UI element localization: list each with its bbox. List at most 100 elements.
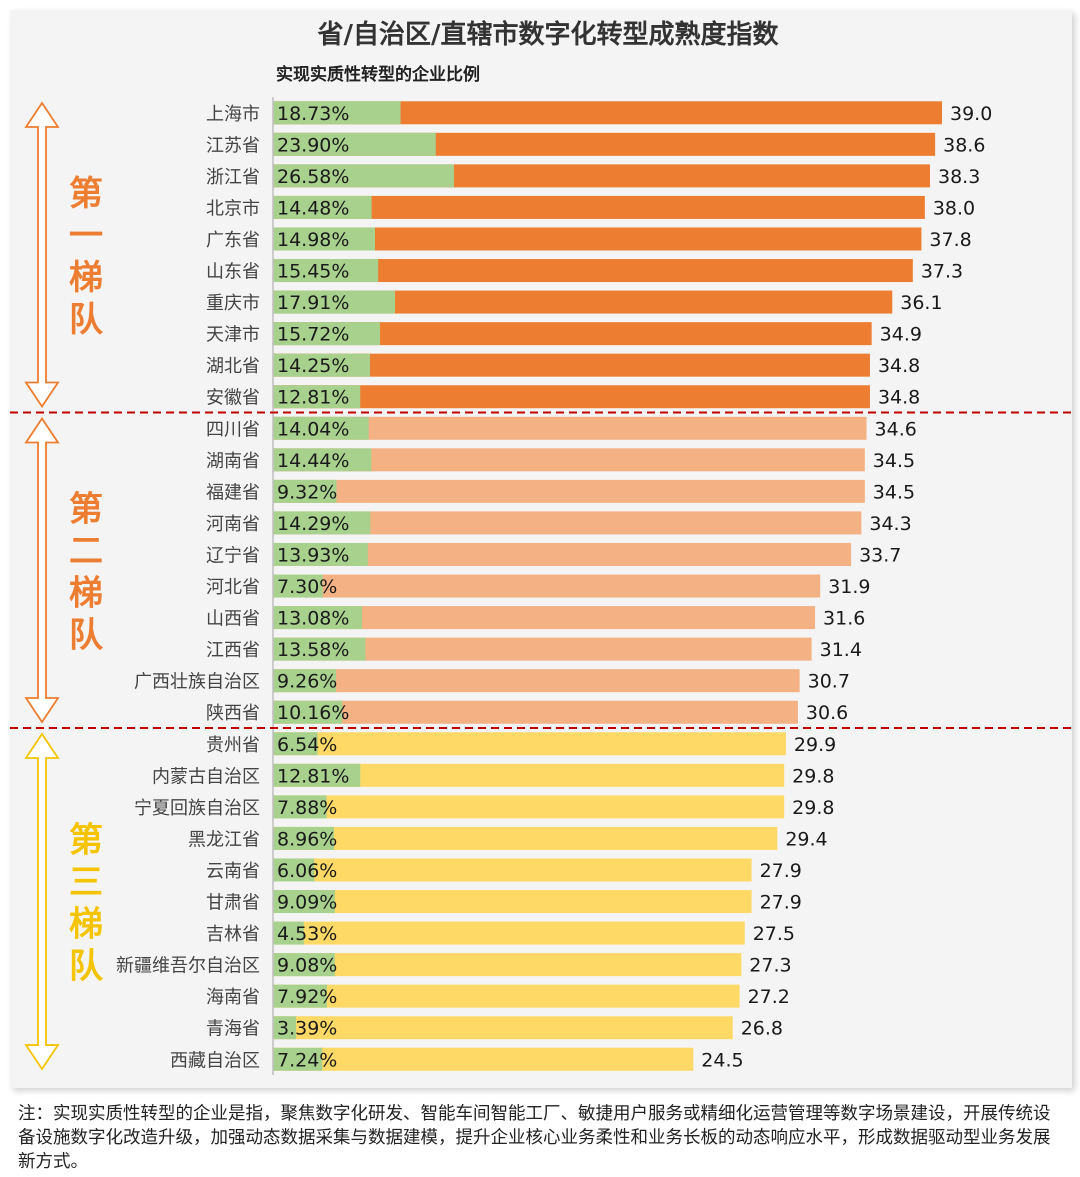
index-bar xyxy=(273,101,942,125)
percent-bar xyxy=(273,953,335,977)
percent-label: 14.04% xyxy=(277,418,349,440)
index-value-label: 38.3 xyxy=(938,166,980,188)
index-bar xyxy=(273,385,870,409)
percent-label: 9.08% xyxy=(277,955,337,977)
province-label: 广西壮族自治区 xyxy=(134,672,260,693)
percent-label: 13.58% xyxy=(277,639,349,661)
index-value-label: 30.6 xyxy=(806,702,848,724)
index-value-label: 33.7 xyxy=(859,544,901,566)
province-label: 福建省 xyxy=(206,482,260,503)
index-bar xyxy=(273,290,893,314)
percent-label: 14.25% xyxy=(277,355,349,377)
province-label: 湖南省 xyxy=(206,451,260,472)
index-bar xyxy=(273,795,785,819)
index-value-label: 34.8 xyxy=(878,355,920,377)
tier-label-char: 队 xyxy=(69,615,104,655)
percent-bar xyxy=(273,763,361,787)
index-bar xyxy=(273,890,752,914)
percent-label: 6.54% xyxy=(277,734,337,756)
percent-bar xyxy=(273,1016,297,1040)
percent-label: 14.29% xyxy=(277,513,349,535)
province-label: 黑龙江省 xyxy=(188,829,260,850)
index-value-label: 34.6 xyxy=(875,418,917,440)
percent-label: 7.88% xyxy=(277,797,337,819)
province-label: 山西省 xyxy=(206,609,260,630)
tier-label-char: 第 xyxy=(69,489,103,529)
chart-panel: 省/自治区/直辖市数字化转型成熟度指数 实现实质性转型的企业比例 18.73% 3… xyxy=(10,10,1072,1088)
percent-bar xyxy=(273,732,318,756)
index-bar xyxy=(273,574,821,598)
index-value-label: 24.5 xyxy=(701,1049,743,1071)
index-bar xyxy=(273,322,872,346)
tier-label-char: 第 xyxy=(69,174,103,214)
index-bar xyxy=(273,984,740,1008)
percent-bar xyxy=(273,132,436,156)
index-bar xyxy=(273,132,936,156)
percent-label: 18.73% xyxy=(277,103,349,125)
percent-label: 23.90% xyxy=(277,134,349,156)
province-label: 上海市 xyxy=(206,104,260,125)
tier-double-arrow xyxy=(24,732,60,1071)
index-value-label: 34.3 xyxy=(869,513,911,535)
index-bar xyxy=(273,448,865,472)
index-value-label: 29.9 xyxy=(794,734,836,756)
percent-bar xyxy=(273,353,371,377)
tier-double-arrow xyxy=(24,101,60,409)
province-label: 辽宁省 xyxy=(206,545,260,566)
province-label: 江西省 xyxy=(206,640,260,661)
percent-bar xyxy=(273,700,343,724)
tier-label-char: 梯 xyxy=(69,573,103,613)
province-label: 河南省 xyxy=(206,514,260,535)
percent-bar xyxy=(273,322,381,346)
index-value-label: 31.4 xyxy=(820,639,862,661)
province-label: 重庆市 xyxy=(206,293,260,314)
percent-bar xyxy=(273,290,395,314)
tier-label-char: 队 xyxy=(69,947,104,987)
percent-bar xyxy=(273,606,363,630)
index-value-label: 31.9 xyxy=(828,576,870,598)
percent-bar xyxy=(273,542,368,566)
index-bar xyxy=(273,416,867,440)
percent-label: 15.72% xyxy=(277,324,349,346)
province-label: 海南省 xyxy=(206,987,260,1008)
percent-bar xyxy=(273,195,372,219)
percent-bar xyxy=(273,227,376,251)
percent-label: 6.06% xyxy=(277,860,337,882)
index-bar xyxy=(273,1047,694,1071)
tier-label-char: 三 xyxy=(69,863,103,903)
percent-label: 12.81% xyxy=(277,765,349,787)
province-label: 青海省 xyxy=(206,1019,260,1040)
index-bar xyxy=(273,858,752,882)
percent-label: 14.48% xyxy=(277,197,349,219)
index-value-label: 27.2 xyxy=(748,986,790,1008)
percent-bar xyxy=(273,448,372,472)
province-label: 北京市 xyxy=(206,198,260,219)
index-value-label: 27.9 xyxy=(760,892,802,914)
index-bar xyxy=(273,195,925,219)
percent-bar xyxy=(273,669,337,693)
index-bar xyxy=(273,353,870,377)
percent-label: 13.08% xyxy=(277,608,349,630)
index-value-label: 30.7 xyxy=(808,671,850,693)
index-value-label: 31.6 xyxy=(823,608,865,630)
index-bar xyxy=(273,763,785,787)
index-value-label: 29.8 xyxy=(792,797,834,819)
index-value-label: 27.5 xyxy=(753,923,795,945)
chart-subtitle: 实现实质性转型的企业比例 xyxy=(276,64,480,85)
percent-bar xyxy=(273,416,369,440)
province-label: 浙江省 xyxy=(206,167,260,188)
percent-bar xyxy=(273,511,371,535)
index-value-label: 34.5 xyxy=(873,481,915,503)
percent-label: 26.58% xyxy=(277,166,349,188)
index-bar xyxy=(273,1016,733,1040)
percent-label: 14.44% xyxy=(277,450,349,472)
index-value-label: 27.3 xyxy=(749,955,791,977)
percent-label: 7.92% xyxy=(277,986,337,1008)
percent-label: 9.26% xyxy=(277,671,337,693)
tier-label-char: 一 xyxy=(69,216,103,256)
percent-label: 7.30% xyxy=(277,576,337,598)
tier-label-char: 梯 xyxy=(69,905,103,945)
index-value-label: 36.1 xyxy=(900,292,942,314)
tier-label-char: 第 xyxy=(69,821,103,861)
percent-bar xyxy=(273,574,323,598)
